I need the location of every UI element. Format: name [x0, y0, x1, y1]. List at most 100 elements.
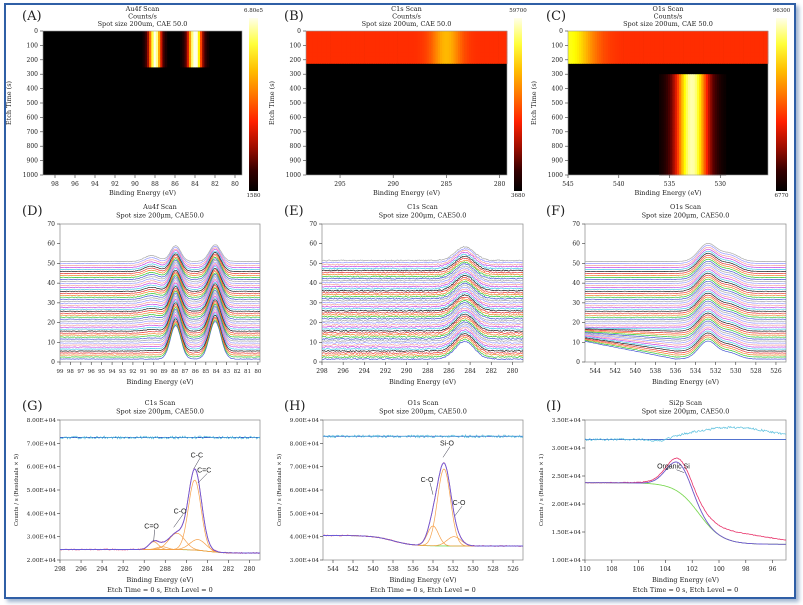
heatmap-cell	[679, 92, 682, 97]
heatmap-cell	[723, 153, 727, 158]
heatmap-cell	[665, 149, 669, 154]
heatmap-cell	[676, 31, 680, 35]
heatmap-cell	[195, 59, 199, 64]
heatmap-cell	[723, 77, 727, 82]
heatmap-cell	[712, 31, 715, 35]
heatmap-cell	[366, 34, 369, 39]
heatmap-cell	[661, 59, 664, 64]
heatmap-cell	[736, 56, 740, 61]
heatmap-cell	[699, 41, 702, 46]
heatmap-cell	[699, 34, 702, 39]
heatmap-cell	[149, 41, 152, 46]
heatmap-cell	[355, 45, 358, 50]
spectrum-line	[322, 278, 523, 296]
heatmap-cell	[350, 34, 354, 39]
heatmap-cell	[612, 38, 615, 43]
heatmap-cell	[681, 103, 684, 107]
heatmap-cell	[723, 85, 727, 89]
heatmap-cell	[739, 34, 742, 39]
heatmap-cell	[696, 128, 700, 133]
heatmap-cell	[699, 135, 702, 140]
heatmap-cell	[679, 45, 682, 50]
heatmap-cell	[688, 124, 691, 129]
heatmap-cell	[357, 45, 360, 50]
heatmap-cell	[599, 52, 602, 57]
heatmap-cell	[482, 49, 485, 53]
heatmap-cell	[603, 52, 607, 57]
heatmap-cell	[330, 45, 334, 50]
heatmap-cell	[335, 34, 338, 39]
heatmap-cell	[694, 149, 698, 154]
heatmap-cell	[645, 59, 649, 64]
heatmap-cell	[668, 74, 671, 79]
heatmap-cell	[402, 56, 405, 61]
heatmap-cell	[694, 128, 698, 133]
heatmap-cell	[197, 38, 201, 43]
heatmap-cell	[761, 56, 764, 61]
heatmap-cell	[601, 59, 604, 64]
heatmap-cell	[500, 31, 503, 35]
heatmap-cell	[696, 59, 700, 64]
heatmap-cell	[162, 56, 165, 61]
x-axis-label: Binding Energy (eV)	[109, 189, 177, 197]
spectrum-line	[60, 302, 260, 336]
heatmap-cell	[656, 41, 660, 46]
heatmap-cell	[674, 131, 678, 136]
heatmap-cell	[377, 56, 381, 61]
spectrum-line	[585, 268, 786, 288]
heatmap-cell	[417, 41, 421, 46]
heatmap-cell	[670, 41, 673, 46]
heatmap-cell	[696, 164, 700, 169]
heatmap-cell	[679, 160, 682, 165]
heatmap-cell	[721, 77, 724, 82]
heatmap-cell	[180, 41, 183, 46]
spectrum-line	[60, 316, 260, 354]
heatmap-cell	[723, 164, 727, 169]
heatmap-cell	[184, 41, 188, 46]
y-tick-label: 6.00E+04	[27, 465, 57, 471]
heatmap-cell	[621, 38, 624, 43]
heatmap-cell	[605, 38, 609, 43]
heatmap-cell	[572, 59, 575, 64]
heatmap-cell	[498, 59, 501, 64]
heatmap-cell	[648, 59, 651, 64]
heatmap-cell	[448, 31, 452, 35]
y-tick-label: 10	[309, 339, 317, 346]
heatmap-cell	[723, 149, 727, 154]
heatmap-cell	[406, 49, 410, 53]
spectrum-line	[60, 303, 260, 338]
heatmap-cell	[659, 149, 662, 154]
heatmap-cell	[679, 31, 682, 35]
heatmap-cell	[676, 77, 680, 82]
spectrum-line	[585, 302, 786, 322]
heatmap-cell	[754, 59, 758, 64]
heatmap-cell	[681, 131, 684, 136]
heatmap-cell	[411, 52, 414, 57]
heatmap-cell	[663, 160, 667, 165]
heatmap-cell	[652, 31, 655, 35]
heatmap-cell	[357, 41, 360, 46]
heatmap-cell	[426, 34, 430, 39]
spectrum-line	[322, 307, 523, 326]
heatmap-cell	[202, 52, 205, 57]
heatmap-cell	[683, 128, 687, 133]
heatmap-cell	[337, 52, 340, 57]
heatmap-cell	[732, 49, 735, 53]
heatmap-cell	[373, 52, 376, 57]
heatmap-cell	[330, 59, 334, 64]
plot-area	[60, 244, 260, 360]
heatmap-cell	[743, 59, 747, 64]
heatmap-cell	[601, 52, 604, 57]
heatmap-cell	[665, 160, 669, 165]
heatmap-cell	[317, 34, 320, 39]
heatmap-cell	[663, 149, 667, 154]
heatmap-cell	[719, 113, 722, 118]
heatmap-cell	[708, 31, 711, 35]
heatmap-cell	[377, 45, 381, 50]
heatmap-cell	[721, 117, 724, 122]
heatmap-cell	[576, 49, 580, 53]
heatmap-cell	[160, 41, 163, 46]
heatmap-cell	[350, 49, 354, 53]
heatmap-cell	[411, 49, 414, 53]
heatmap-cell	[182, 52, 185, 57]
